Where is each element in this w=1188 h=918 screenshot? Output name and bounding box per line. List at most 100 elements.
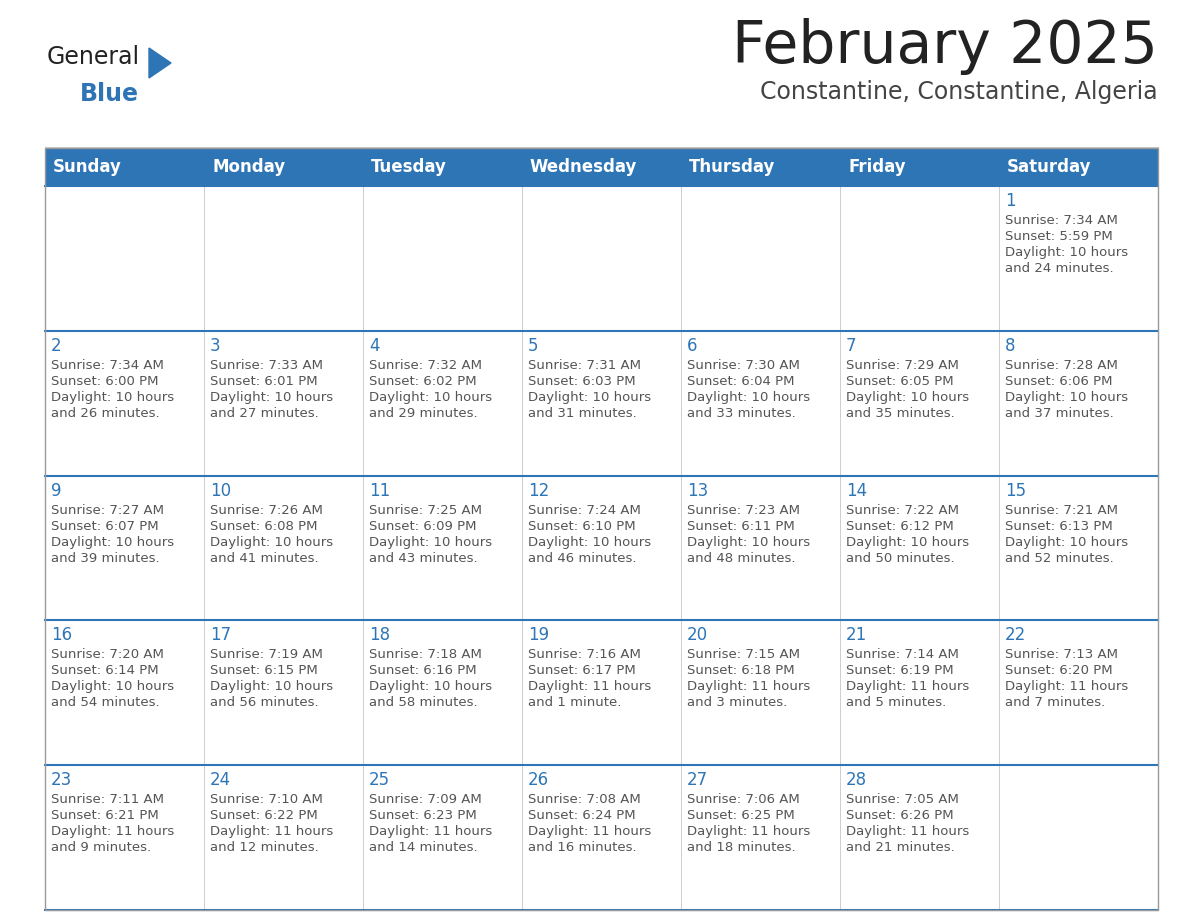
Text: and 46 minutes.: and 46 minutes. [527,552,637,565]
Bar [364,330,522,476]
Text: and 1 minute.: and 1 minute. [527,697,621,710]
Text: and 3 minutes.: and 3 minutes. [687,697,788,710]
Text: Sunrise: 7:28 AM: Sunrise: 7:28 AM [1005,359,1118,372]
Bar [681,186,840,330]
Text: Sunset: 6:09 PM: Sunset: 6:09 PM [369,520,476,532]
Text: Sunset: 5:59 PM: Sunset: 5:59 PM [1005,230,1113,243]
Text: Sunrise: 7:24 AM: Sunrise: 7:24 AM [527,504,640,517]
Text: Sunset: 6:26 PM: Sunset: 6:26 PM [846,809,954,823]
Text: Sunrise: 7:25 AM: Sunrise: 7:25 AM [369,504,482,517]
Text: Sunrise: 7:27 AM: Sunrise: 7:27 AM [51,504,164,517]
Text: 3: 3 [210,337,221,354]
Text: 1: 1 [1005,192,1016,210]
Text: Tuesday: Tuesday [371,158,447,176]
Text: 5: 5 [527,337,538,354]
Bar [364,766,522,910]
Text: Daylight: 11 hours: Daylight: 11 hours [210,825,334,838]
Text: Sunset: 6:10 PM: Sunset: 6:10 PM [527,520,636,532]
Bar [681,476,840,621]
Text: and 39 minutes.: and 39 minutes. [51,552,159,565]
Text: Sunrise: 7:34 AM: Sunrise: 7:34 AM [1005,214,1118,227]
Text: Constantine, Constantine, Algeria: Constantine, Constantine, Algeria [760,80,1158,104]
Text: Sunset: 6:20 PM: Sunset: 6:20 PM [1005,665,1113,677]
Text: Sunrise: 7:21 AM: Sunrise: 7:21 AM [1005,504,1118,517]
Text: 25: 25 [369,771,390,789]
Text: and 37 minutes.: and 37 minutes. [1005,407,1114,420]
Text: Sunrise: 7:30 AM: Sunrise: 7:30 AM [687,359,800,372]
Text: and 33 minutes.: and 33 minutes. [687,407,796,420]
Bar [681,330,840,476]
Text: Sunset: 6:06 PM: Sunset: 6:06 PM [1005,375,1112,387]
Text: and 18 minutes.: and 18 minutes. [687,841,796,855]
Text: Daylight: 10 hours: Daylight: 10 hours [527,535,651,549]
Bar [364,621,522,766]
Bar [522,621,681,766]
Text: 9: 9 [51,482,62,499]
Bar [999,476,1158,621]
Text: 8: 8 [1005,337,1016,354]
Text: and 27 minutes.: and 27 minutes. [210,407,318,420]
Text: Daylight: 10 hours: Daylight: 10 hours [527,391,651,404]
Text: General: General [48,45,140,69]
Text: Sunset: 6:17 PM: Sunset: 6:17 PM [527,665,636,677]
Bar [999,186,1158,330]
Text: 20: 20 [687,626,708,644]
Text: Daylight: 11 hours: Daylight: 11 hours [527,680,651,693]
Text: 27: 27 [687,771,708,789]
Text: Daylight: 11 hours: Daylight: 11 hours [527,825,651,838]
Bar [840,766,999,910]
Text: Daylight: 10 hours: Daylight: 10 hours [846,391,969,404]
Text: Sunset: 6:18 PM: Sunset: 6:18 PM [687,665,795,677]
Text: Sunset: 6:15 PM: Sunset: 6:15 PM [210,665,317,677]
Text: Sunset: 6:02 PM: Sunset: 6:02 PM [369,375,476,387]
Bar [204,621,364,766]
Text: Daylight: 11 hours: Daylight: 11 hours [51,825,175,838]
Text: Daylight: 10 hours: Daylight: 10 hours [1005,246,1129,259]
Text: Daylight: 10 hours: Daylight: 10 hours [369,535,492,549]
Text: Sunset: 6:24 PM: Sunset: 6:24 PM [527,809,636,823]
Text: 19: 19 [527,626,549,644]
Text: Sunrise: 7:13 AM: Sunrise: 7:13 AM [1005,648,1118,661]
Text: 7: 7 [846,337,857,354]
Text: Sunset: 6:11 PM: Sunset: 6:11 PM [687,520,795,532]
Bar [45,148,1158,186]
Text: and 7 minutes.: and 7 minutes. [1005,697,1105,710]
Text: Sunrise: 7:09 AM: Sunrise: 7:09 AM [369,793,482,806]
Bar [522,476,681,621]
Bar [45,330,204,476]
Text: and 56 minutes.: and 56 minutes. [210,697,318,710]
Text: Sunset: 6:22 PM: Sunset: 6:22 PM [210,809,317,823]
Text: Daylight: 10 hours: Daylight: 10 hours [369,391,492,404]
Text: 22: 22 [1005,626,1026,644]
Text: and 31 minutes.: and 31 minutes. [527,407,637,420]
Text: Sunset: 6:07 PM: Sunset: 6:07 PM [51,520,159,532]
Text: Daylight: 10 hours: Daylight: 10 hours [369,680,492,693]
Bar [681,766,840,910]
Text: Daylight: 11 hours: Daylight: 11 hours [687,680,810,693]
Bar [364,186,522,330]
Text: and 14 minutes.: and 14 minutes. [369,841,478,855]
Text: and 24 minutes.: and 24 minutes. [1005,262,1113,275]
Text: Saturday: Saturday [1007,158,1092,176]
Text: 14: 14 [846,482,867,499]
Bar [204,330,364,476]
Text: and 9 minutes.: and 9 minutes. [51,841,151,855]
Text: Sunrise: 7:29 AM: Sunrise: 7:29 AM [846,359,959,372]
Text: Daylight: 11 hours: Daylight: 11 hours [369,825,492,838]
Text: Sunrise: 7:34 AM: Sunrise: 7:34 AM [51,359,164,372]
Text: Daylight: 10 hours: Daylight: 10 hours [51,535,175,549]
Bar [45,621,204,766]
Bar [45,186,204,330]
Text: and 43 minutes.: and 43 minutes. [369,552,478,565]
Text: Sunrise: 7:11 AM: Sunrise: 7:11 AM [51,793,164,806]
Text: Daylight: 11 hours: Daylight: 11 hours [846,680,969,693]
Text: Friday: Friday [848,158,905,176]
Bar [840,621,999,766]
Text: Sunday: Sunday [53,158,122,176]
Bar [840,330,999,476]
Text: 2: 2 [51,337,62,354]
Text: February 2025: February 2025 [732,18,1158,75]
Text: 28: 28 [846,771,867,789]
Text: Sunset: 6:03 PM: Sunset: 6:03 PM [527,375,636,387]
Text: Daylight: 10 hours: Daylight: 10 hours [1005,391,1129,404]
